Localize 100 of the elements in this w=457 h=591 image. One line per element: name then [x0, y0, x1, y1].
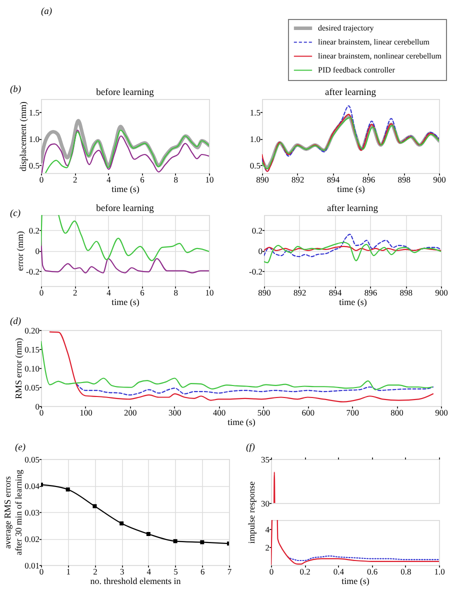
x-tick-label: 5 [174, 566, 178, 576]
legend-label: linear brainstem, nonlinear cerebellum [318, 51, 442, 60]
legend-label: linear brainstem, linear cerebellum [318, 37, 430, 46]
y-tick-label: 0.05 [24, 382, 40, 392]
y-tick-label: 1.0 [28, 134, 40, 144]
y-tick-label: 0.03 [24, 508, 40, 518]
y-tick-label: -0.2 [249, 266, 262, 276]
x-tick-label: 900 [435, 288, 448, 298]
y-tick-label: 0.10 [24, 364, 40, 374]
x-tick-label: 7 [227, 566, 232, 576]
x-tick-label: 898 [398, 174, 410, 184]
x-tick-label: 894 [328, 288, 342, 298]
y-tick-label: 1.5 [28, 108, 40, 118]
y-tick-label: 0.02 [24, 534, 40, 544]
line-series [41, 340, 433, 390]
text: (c) [10, 209, 21, 219]
text: (e) [15, 443, 26, 453]
point [66, 487, 70, 492]
line-series [49, 331, 434, 402]
point [173, 539, 178, 544]
x-tick-label: 890 [256, 174, 269, 184]
x-tick-label: 500 [257, 408, 270, 418]
point [120, 521, 124, 526]
y-tick-label: 4 [265, 524, 270, 534]
x-tick-label: 2 [72, 174, 78, 184]
x-tick-label: 1 [66, 566, 70, 576]
x-tick-label: 3 [120, 566, 124, 576]
x-tick-label: 6 [200, 566, 205, 576]
x-tick-label: 100 [80, 408, 92, 418]
x-tick-label: 8 [174, 288, 178, 298]
y-tick-label: 35 [261, 454, 270, 464]
x-axis-title: time (s) [112, 184, 140, 194]
x-tick-label: 890 [258, 288, 271, 298]
x-tick-label: 8 [174, 174, 178, 184]
point [200, 540, 204, 544]
text: (b) [10, 85, 22, 95]
chart-title: before learning [96, 88, 154, 98]
y-tick-label: 0.15 [24, 344, 40, 354]
x-axis-title: time (s) [228, 417, 256, 427]
x-tick-label: 892 [292, 174, 304, 184]
chart-title: after learning [327, 204, 378, 214]
y-axis-title: displacement (mm) [18, 102, 28, 172]
x-tick-label: 1.0 [434, 566, 445, 576]
point [92, 504, 97, 508]
x-axis-title: time (s) [339, 297, 367, 307]
y-tick-label: 2 [265, 542, 270, 552]
text: (a) [41, 7, 52, 17]
y-tick-label: 30 [261, 498, 270, 508]
y-tick-label: 0.05 [24, 454, 40, 464]
x-tick-label: 400 [212, 408, 226, 418]
line-series [264, 234, 441, 258]
x-tick-label: 896 [364, 288, 378, 298]
y-tick-label: 0.01 [24, 560, 40, 570]
x-tick-label: 0.6 [366, 566, 378, 576]
y-tick-label: 1.5 [250, 108, 260, 118]
text: (f) [246, 443, 255, 453]
x-tick-label: 10 [205, 288, 214, 298]
x-tick-label: 6 [140, 174, 144, 184]
legend-label: desired trajectory [318, 23, 374, 32]
point [146, 532, 150, 536]
x-axis-title: time (s) [342, 576, 370, 586]
y-axis-title: RMS error (mm) [14, 338, 24, 399]
y-tick-label: 0 [258, 246, 262, 256]
x-tick-label: 2 [93, 566, 98, 576]
x-tick-label: 10 [205, 174, 214, 184]
y-tick-label: 0.2 [28, 226, 40, 236]
line-series [264, 242, 441, 264]
x-tick-label: 898 [400, 288, 412, 298]
x-tick-label: 2 [72, 288, 78, 298]
x-tick-label: 4 [106, 174, 112, 184]
x-tick-label: 300 [168, 408, 182, 418]
x-tick-label: 900 [433, 174, 446, 184]
x-tick-label: 0.8 [400, 566, 412, 576]
y-tick-label: 0.5 [28, 160, 40, 171]
text: (d) [10, 317, 22, 327]
y-tick-label: 0.20 [24, 326, 40, 336]
chart-title: after learning [325, 88, 376, 98]
x-tick-label: 800 [390, 408, 404, 418]
x-tick-label: 700 [346, 408, 359, 418]
y-tick-label: 0.04 [24, 481, 40, 491]
x-tick-label: 0.2 [300, 566, 310, 576]
x-tick-label: 896 [362, 174, 376, 184]
chart-title: before learning [96, 204, 154, 214]
x-tick-label: 600 [302, 408, 315, 418]
x-tick-label: 894 [326, 174, 340, 184]
x-axis-title: no. threshold elements in [90, 576, 182, 586]
y-tick-label: 0 [35, 246, 40, 256]
y-axis-title: average RMS errors after 30 min of learning [2, 469, 24, 556]
x-axis-title: time (s) [337, 184, 365, 194]
x-tick-label: 4 [106, 288, 112, 298]
y-tick-label: 0.5 [250, 160, 260, 171]
y-tick-label: 0.2 [252, 226, 262, 236]
legend-label: PID feedback controller [318, 65, 396, 74]
x-tick-label: 4 [146, 566, 152, 576]
y-tick-label: -0.2 [26, 266, 40, 276]
line-series [76, 383, 434, 396]
x-tick-label: 0.4 [333, 566, 345, 576]
x-axis-title: time (s) [112, 297, 140, 307]
y-tick-label: 1.0 [250, 134, 260, 144]
x-tick-label: 200 [124, 408, 137, 418]
